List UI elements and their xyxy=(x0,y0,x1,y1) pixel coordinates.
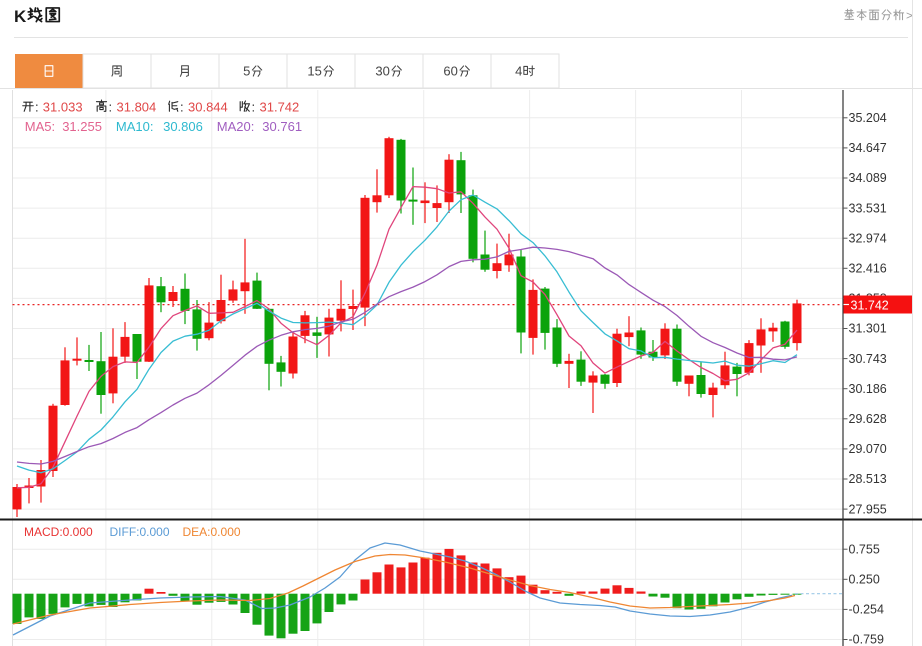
svg-text:30.743: 30.743 xyxy=(849,352,887,366)
svg-text:30.761: 30.761 xyxy=(262,119,302,134)
svg-text:31.742: 31.742 xyxy=(260,99,300,114)
svg-text:5: 5 xyxy=(243,64,250,79)
svg-text:60: 60 xyxy=(443,64,457,79)
svg-text:DEA:0.000: DEA:0.000 xyxy=(183,525,241,539)
svg-text:MA20:: MA20: xyxy=(217,119,255,134)
svg-text:27.955: 27.955 xyxy=(849,502,887,516)
svg-text:-0.759: -0.759 xyxy=(849,633,884,646)
svg-text:28.513: 28.513 xyxy=(849,472,887,486)
svg-text::: : xyxy=(35,99,39,114)
svg-text:30: 30 xyxy=(375,64,389,79)
svg-text:31.033: 31.033 xyxy=(43,99,83,114)
svg-text:0.755: 0.755 xyxy=(849,542,880,556)
svg-text:31.301: 31.301 xyxy=(849,322,887,336)
svg-text:34.647: 34.647 xyxy=(849,141,887,155)
svg-text:MA10:: MA10: xyxy=(116,119,154,134)
svg-text:32.416: 32.416 xyxy=(849,262,887,276)
svg-text:29.628: 29.628 xyxy=(849,412,887,426)
svg-text:31.742: 31.742 xyxy=(851,298,889,312)
svg-text:0.250: 0.250 xyxy=(849,573,880,587)
svg-text:32.974: 32.974 xyxy=(849,231,887,245)
svg-text:MA5:: MA5: xyxy=(25,119,55,134)
svg-text:33.531: 33.531 xyxy=(849,201,887,215)
svg-text:30.186: 30.186 xyxy=(849,382,887,396)
svg-text:30.806: 30.806 xyxy=(163,119,203,134)
svg-text:15: 15 xyxy=(307,64,321,79)
svg-text:31.804: 31.804 xyxy=(117,99,157,114)
svg-text:31.255: 31.255 xyxy=(62,119,102,134)
svg-text::: : xyxy=(180,99,184,114)
svg-text:MACD:0.000: MACD:0.000 xyxy=(24,525,93,539)
svg-text::: : xyxy=(252,99,256,114)
svg-text:29.070: 29.070 xyxy=(849,442,887,456)
svg-text:>: > xyxy=(906,10,913,22)
svg-text:DIFF:0.000: DIFF:0.000 xyxy=(110,525,170,539)
svg-text:-0.254: -0.254 xyxy=(849,603,884,617)
svg-text:30.844: 30.844 xyxy=(188,99,228,114)
svg-text:35.204: 35.204 xyxy=(849,111,887,125)
svg-text:4: 4 xyxy=(515,64,522,79)
svg-text:K: K xyxy=(14,7,27,26)
svg-text::: : xyxy=(109,99,113,114)
svg-text:34.089: 34.089 xyxy=(849,171,887,185)
